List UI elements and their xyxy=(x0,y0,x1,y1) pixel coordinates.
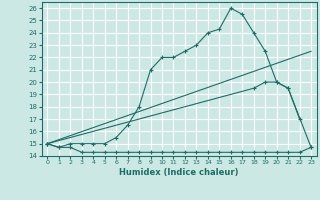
X-axis label: Humidex (Indice chaleur): Humidex (Indice chaleur) xyxy=(119,168,239,177)
